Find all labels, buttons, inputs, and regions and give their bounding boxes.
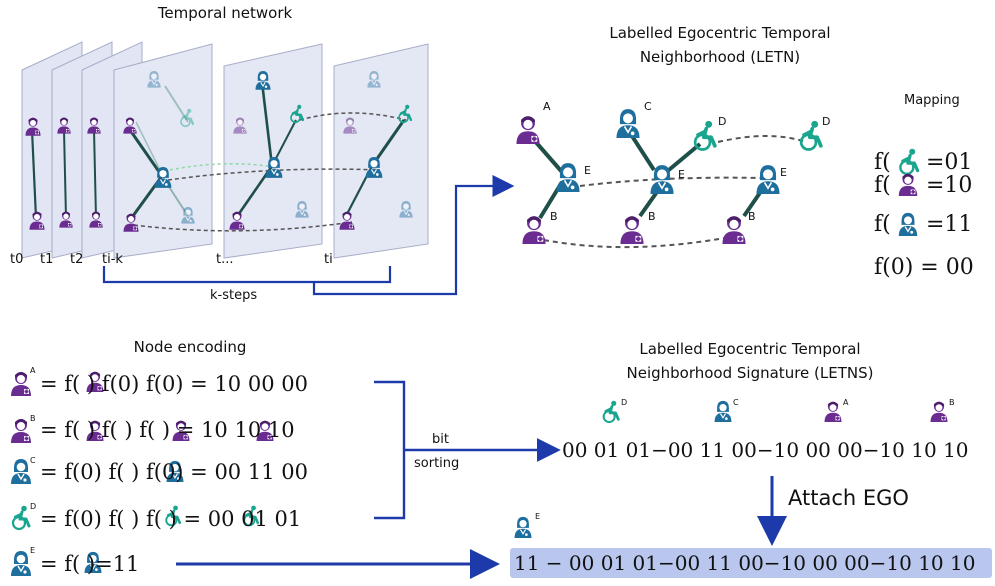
letn-letter-e3: E — [780, 166, 787, 179]
letn-node-d2 — [801, 121, 821, 150]
mapping-doctor-icon — [899, 213, 917, 236]
bit-sorting-bracket — [374, 382, 556, 518]
node-encoding-title: Node encoding — [100, 338, 280, 356]
enc-letter-c: C — [30, 456, 36, 465]
letn-letter-d1: D — [718, 115, 726, 128]
letn-node-b3 — [722, 216, 745, 244]
mapping-f-nurse-open: f( — [874, 173, 891, 198]
temporal-network — [22, 42, 428, 258]
letn-node-c — [616, 109, 639, 138]
mapping-value-patient: =01 — [926, 150, 972, 175]
enc-letter-e: E — [30, 546, 35, 555]
mapping-title: Mapping — [904, 93, 960, 108]
letn-letter-c: C — [644, 100, 652, 113]
bit-sorting-line1: bit — [432, 432, 449, 447]
temporal-network-title: Temporal network — [140, 4, 310, 22]
time-label-tik: ti-k — [102, 252, 123, 267]
mapping-f-patient-open: f( — [874, 150, 891, 175]
sig-letter-d: D — [621, 398, 627, 407]
time-label-t0: t0 — [10, 252, 23, 267]
letn-node-a — [516, 116, 539, 144]
mapping-patient-icon — [900, 149, 917, 174]
letn-letter-a: A — [543, 100, 551, 113]
sig-icon-b — [931, 402, 948, 422]
mapping-nurse-icon — [899, 174, 917, 196]
sig-letter-a: A — [843, 398, 848, 407]
enc-row-a: = f( ) f(0) f(0) = 10 00 00 — [40, 372, 308, 396]
sig-icon-c — [715, 401, 732, 422]
sig-icon-d — [604, 401, 619, 422]
attach-ego-label: Attach EGO — [788, 486, 909, 510]
letn-letter-e1: E — [584, 164, 591, 177]
ego-icon — [515, 517, 532, 538]
enc-row-b: = f( ) f( ) f( ) = 10 10 10 — [40, 418, 295, 442]
enc-row-e: = f( )=11 — [40, 552, 139, 576]
time-label-tmid: t... — [216, 252, 234, 267]
time-label-t1: t1 — [40, 252, 53, 267]
mapping-f-zero: f(0) = 00 — [874, 255, 974, 280]
letn-node-b1 — [522, 216, 545, 244]
mapping-value-doctor: =11 — [926, 212, 972, 237]
letn-letter-b2: B — [648, 210, 656, 223]
letn-title-line2: Neighborhood (LETN) — [590, 48, 850, 66]
k-steps-label: k-steps — [210, 288, 257, 303]
enc-letter-d: D — [30, 502, 36, 511]
letn-graph — [516, 109, 820, 247]
letn-letter-d2: D — [822, 115, 830, 128]
letn-letter-b3: B — [748, 210, 756, 223]
final-signature-text: 11 − 00 01 01−00 11 00−10 00 00−10 10 10 — [514, 551, 975, 575]
ego-letter: E — [535, 512, 540, 521]
letns-title-line1: Labelled Egocentric Temporal — [620, 340, 880, 358]
signature-text: 00 01 01−00 11 00−10 00 00−10 10 10 — [562, 438, 969, 462]
enc-row-c: = f(0) f( ) f(0) = 00 11 00 — [40, 460, 308, 484]
sig-letter-b: B — [949, 398, 955, 407]
letn-node-e3 — [756, 165, 779, 194]
letn-letter-e2: E — [678, 168, 685, 181]
sig-icon-a — [825, 402, 842, 422]
letn-node-b2 — [620, 216, 643, 244]
mapping-value-nurse: =10 — [926, 173, 972, 198]
time-label-t2: t2 — [70, 252, 83, 267]
enc-row-d: = f(0) f( ) f( ) = 00 01 01 — [40, 507, 301, 531]
enc-letter-b: B — [30, 414, 36, 423]
enc-letter-a: A — [30, 366, 35, 375]
sig-letter-c: C — [733, 398, 739, 407]
letns-title-line2: Neighborhood Signature (LETNS) — [600, 364, 900, 382]
time-label-ti: ti — [324, 252, 333, 267]
mapping-f-doctor-open: f( — [874, 212, 891, 237]
letn-letter-b1: B — [550, 210, 558, 223]
bit-sorting-line2: sorting — [414, 456, 459, 471]
letn-title-line1: Labelled Egocentric Temporal — [590, 24, 850, 42]
